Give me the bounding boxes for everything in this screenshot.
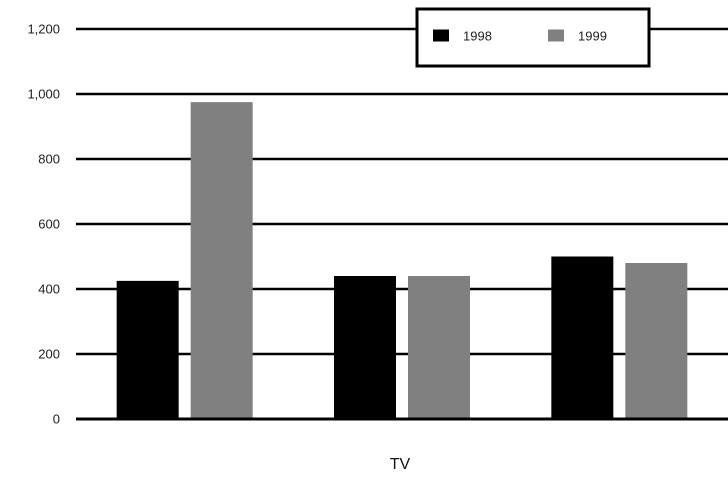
y-tick-label: 200: [38, 347, 60, 362]
bar-1998-group-3: [551, 256, 614, 419]
legend-swatch-1999: [548, 29, 564, 42]
grid-lines: [76, 27, 728, 421]
legend-label-1998: 1998: [463, 29, 492, 44]
y-tick-label: 600: [38, 217, 60, 232]
bar-1998-group-1: [116, 280, 179, 419]
legend-swatch-1998: [433, 29, 449, 42]
y-axis-tick-labels: 0 200 400 600 800 1,000 1,200: [27, 22, 60, 427]
legend-box: [415, 7, 651, 68]
legend: 1998 1999: [415, 7, 651, 68]
y-tick-label: 800: [38, 152, 60, 167]
bar-1999-group-1: [190, 102, 253, 419]
bar-1998-group-2: [334, 276, 396, 419]
bar-1999-group-3: [625, 263, 688, 419]
y-tick-label: 400: [38, 282, 60, 297]
x-axis-label: TV: [390, 456, 411, 473]
bar-1999-group-2: [408, 276, 470, 419]
legend-label-1999: 1999: [578, 29, 607, 44]
bars: [116, 102, 688, 419]
y-tick-label: 0: [53, 412, 60, 427]
y-tick-label: 1,000: [27, 87, 60, 102]
y-tick-label: 1,200: [27, 22, 60, 37]
